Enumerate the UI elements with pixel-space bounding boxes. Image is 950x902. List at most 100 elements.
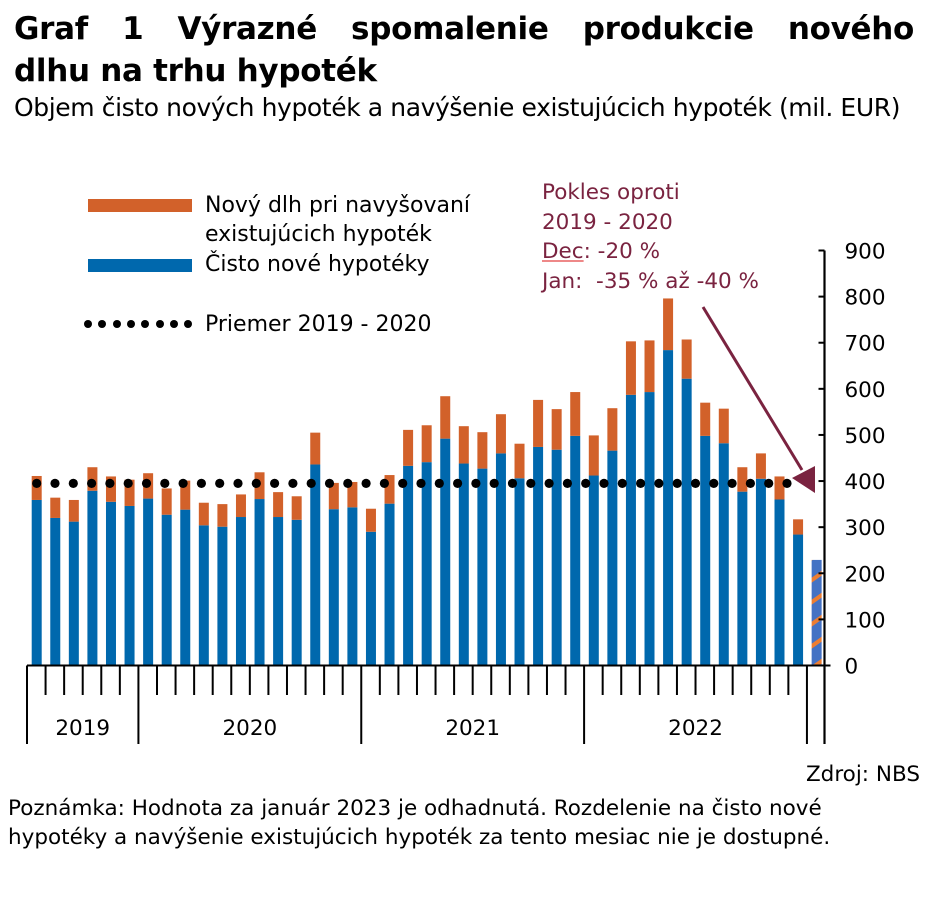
y-tick-label: 400 [845,470,886,495]
bar-new-mortgages [588,475,599,666]
bar-existing-increase [31,475,42,500]
average-dot [727,478,737,488]
y-tick-label: 300 [845,516,886,541]
bar-existing-increase [384,475,395,504]
arrow-head-icon [792,466,815,493]
bar-new-mortgages [421,462,432,666]
average-dot [379,478,389,488]
bar-new-mortgages [570,435,581,666]
average-dot [764,478,774,488]
legend-dot [112,320,121,328]
bar-new-mortgages [254,499,265,666]
bar-existing-increase [161,488,172,515]
bar-new-mortgages [793,534,804,666]
legend-swatch-orange [88,199,192,212]
bar-new-mortgages [235,517,246,666]
average-dot [68,478,78,488]
legend-dot [126,320,135,328]
average-dot [599,478,609,488]
average-dot [507,478,518,488]
legend-label-average: Priemer 2019 - 2020 [205,312,432,337]
x-year-label: 2020 [222,716,277,741]
bar-existing-increase [50,497,61,518]
bar-new-mortgages [625,394,636,666]
average-dot [782,478,792,488]
bar-new-mortgages [607,450,618,666]
bar-existing-increase [551,409,562,450]
bar-existing-increase [68,499,79,522]
bar-new-mortgages [495,453,506,666]
average-dot [233,478,243,488]
bar-existing-increase [755,453,766,479]
average-dot [672,478,682,488]
bar-existing-increase [365,508,376,532]
average-dot [361,478,371,488]
annotation-dec-value: : -20 % [583,239,661,264]
average-dot [196,478,206,488]
y-tick-label: 800 [845,286,886,311]
decline-annotation: Pokles oproti 2019 - 2020 Dec: -20 % Jan… [542,178,759,296]
bar-new-mortgages [533,446,544,666]
bar-new-mortgages [644,392,655,666]
bar-new-mortgages [273,517,284,666]
average-dot [562,478,573,488]
y-tick-label: 700 [845,332,886,357]
legend-swatch-blue [88,259,192,272]
average-dot [141,478,152,488]
y-tick-label: 0 [845,655,859,680]
bar-new-mortgages [477,468,488,666]
bar-existing-increase [180,480,191,510]
y-tick-label: 900 [845,240,886,265]
footnote: Poznámka: Hodnota za január 2023 je odha… [8,796,831,850]
average-dot [544,478,554,488]
average-dot [581,478,591,488]
bar-new-mortgages [68,521,79,666]
bar-existing-increase [793,519,804,535]
bar-existing-increase [477,432,488,469]
y-tick-label: 600 [845,378,886,403]
annotation-line3: Dec: -20 % [542,237,759,267]
bar-new-mortgages [291,519,302,666]
y-tick-label: 500 [845,424,886,449]
average-dot [398,478,408,488]
average-dot [709,478,719,488]
average-dot [343,478,353,488]
bars-group [31,298,822,666]
bar-new-mortgages [50,517,61,666]
average-dot [178,478,188,488]
annotation-dec-label: Dec [542,239,584,264]
bar-new-mortgages [384,503,395,666]
bar-existing-increase [700,402,711,436]
legend-dot [84,320,92,328]
annotation-line4: Jan: -35 % až -40 % [542,268,759,294]
legend-dot [98,320,107,328]
chart-title: Graf 1 Výrazné spomalenie produkcie nové… [14,8,914,92]
arrow-shaft [701,306,804,471]
bar-existing-increase [663,298,674,351]
average-dot [526,478,536,488]
bar-existing-increase [644,340,655,393]
bar-existing-increase [440,396,451,439]
bar-new-mortgages [31,499,42,666]
bar-new-mortgages [328,509,339,666]
bar-new-mortgages [105,501,116,666]
bar-new-mortgages [217,526,228,666]
bar-new-mortgages [440,438,451,666]
bar-new-mortgages [87,490,98,666]
bar-new-mortgages [737,491,748,666]
bar-new-mortgages [347,507,358,666]
y-tick-label: 100 [845,608,886,633]
annotation-arrow [701,306,815,493]
bar-new-mortgages [514,478,525,666]
average-dot [105,478,115,488]
bar-new-mortgages [551,449,562,666]
average-dot [617,478,627,488]
legend-dot [184,320,193,328]
bar-existing-increase [421,425,432,463]
bar-new-mortgages [310,464,321,666]
legend-dot [155,320,164,328]
source-label: Zdroj: NBS [805,762,920,787]
average-dot [690,478,701,488]
bar-existing-increase [105,476,116,502]
